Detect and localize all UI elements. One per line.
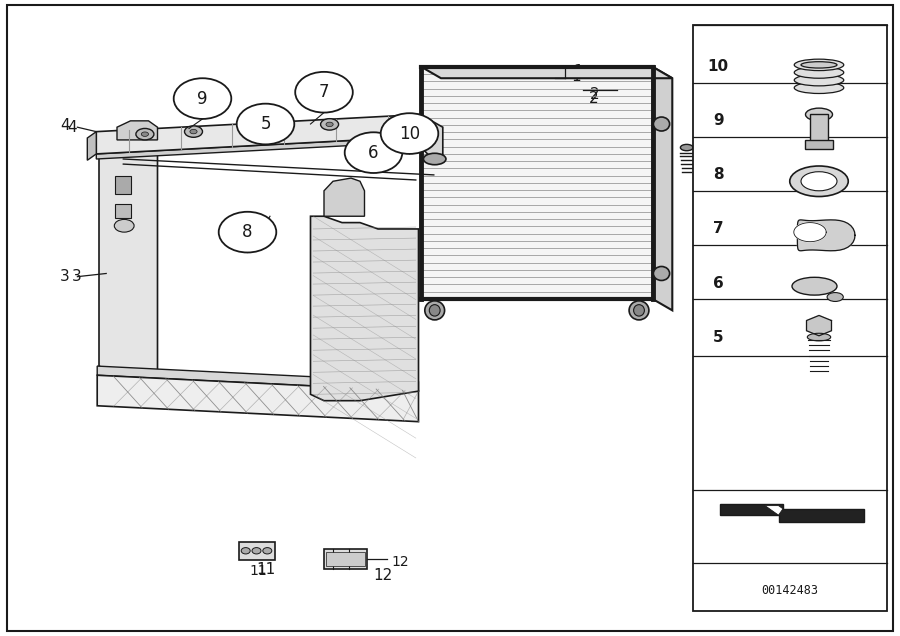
- Text: 2: 2: [590, 91, 598, 106]
- Bar: [115, 204, 131, 218]
- Text: 11: 11: [256, 562, 275, 577]
- Text: 7: 7: [713, 221, 724, 237]
- Text: 3: 3: [60, 269, 69, 284]
- Bar: [326, 552, 365, 566]
- Ellipse shape: [271, 125, 278, 130]
- Polygon shape: [421, 67, 652, 299]
- Ellipse shape: [141, 132, 149, 136]
- Polygon shape: [794, 223, 826, 242]
- Polygon shape: [117, 121, 158, 140]
- Circle shape: [237, 104, 294, 144]
- Polygon shape: [87, 132, 96, 160]
- Ellipse shape: [320, 119, 338, 130]
- Circle shape: [241, 548, 250, 554]
- Text: 11: 11: [249, 564, 267, 578]
- Text: 7: 7: [319, 83, 329, 101]
- Text: 2: 2: [590, 86, 599, 102]
- Polygon shape: [420, 114, 443, 156]
- Polygon shape: [96, 137, 420, 159]
- Text: 3: 3: [72, 269, 81, 284]
- Ellipse shape: [794, 59, 844, 71]
- Ellipse shape: [827, 293, 843, 301]
- Circle shape: [219, 212, 276, 252]
- Bar: [810, 114, 828, 143]
- Text: 00142483: 00142483: [761, 584, 818, 597]
- Ellipse shape: [190, 129, 197, 134]
- Text: 9: 9: [197, 90, 208, 107]
- Ellipse shape: [184, 126, 202, 137]
- Text: 6: 6: [368, 144, 379, 162]
- Polygon shape: [720, 504, 864, 522]
- Ellipse shape: [429, 305, 440, 316]
- Polygon shape: [96, 114, 420, 154]
- Polygon shape: [797, 220, 855, 251]
- Ellipse shape: [801, 172, 837, 191]
- Ellipse shape: [794, 74, 844, 86]
- Bar: [693, 25, 886, 611]
- Polygon shape: [324, 178, 365, 216]
- Ellipse shape: [790, 166, 848, 197]
- Ellipse shape: [792, 277, 837, 295]
- Text: 10: 10: [707, 59, 729, 74]
- Text: 8: 8: [242, 223, 253, 241]
- Ellipse shape: [653, 266, 670, 280]
- Circle shape: [174, 78, 231, 119]
- Ellipse shape: [136, 128, 154, 140]
- Ellipse shape: [634, 305, 644, 316]
- Ellipse shape: [806, 108, 832, 121]
- Circle shape: [252, 548, 261, 554]
- Circle shape: [263, 548, 272, 554]
- Polygon shape: [97, 366, 418, 391]
- Ellipse shape: [424, 153, 446, 165]
- Bar: [115, 176, 131, 194]
- Bar: [238, 542, 274, 560]
- Text: 4: 4: [68, 120, 76, 135]
- Ellipse shape: [629, 301, 649, 320]
- Ellipse shape: [653, 117, 670, 131]
- Text: 6: 6: [713, 275, 724, 291]
- Circle shape: [381, 113, 438, 154]
- Ellipse shape: [114, 219, 134, 232]
- Polygon shape: [806, 315, 832, 336]
- Bar: [805, 140, 833, 149]
- Text: 9: 9: [713, 113, 724, 128]
- Text: 10: 10: [399, 125, 420, 142]
- Bar: [324, 549, 367, 569]
- Circle shape: [345, 132, 402, 173]
- Polygon shape: [421, 67, 672, 78]
- Ellipse shape: [266, 121, 284, 133]
- Text: 5: 5: [260, 115, 271, 133]
- Text: 5: 5: [713, 329, 724, 345]
- Polygon shape: [99, 140, 158, 382]
- Text: 8: 8: [713, 167, 724, 183]
- Text: 1: 1: [573, 64, 583, 79]
- Polygon shape: [652, 67, 672, 310]
- Text: 1: 1: [572, 69, 580, 84]
- Ellipse shape: [794, 82, 844, 93]
- Ellipse shape: [801, 62, 837, 68]
- Ellipse shape: [794, 67, 844, 78]
- Polygon shape: [310, 216, 419, 401]
- Ellipse shape: [680, 144, 693, 151]
- Text: 12: 12: [373, 568, 392, 583]
- Ellipse shape: [807, 333, 831, 341]
- Text: 12: 12: [392, 555, 410, 569]
- Ellipse shape: [326, 122, 333, 127]
- Circle shape: [295, 72, 353, 113]
- Polygon shape: [97, 375, 418, 422]
- Ellipse shape: [425, 301, 445, 320]
- Polygon shape: [765, 506, 783, 515]
- Text: 4: 4: [60, 118, 69, 134]
